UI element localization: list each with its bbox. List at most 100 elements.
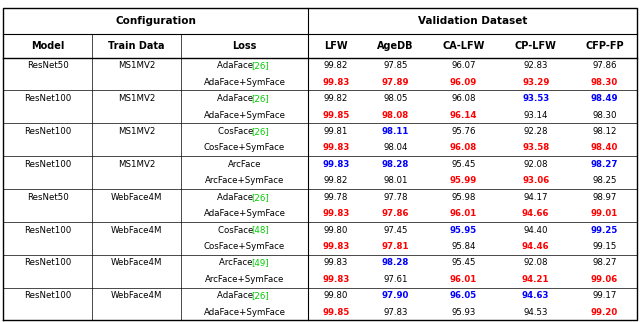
Text: CA-LFW: CA-LFW	[442, 41, 484, 51]
Text: 95.76: 95.76	[451, 127, 476, 136]
Text: 99.85: 99.85	[322, 111, 349, 119]
Text: 99.80: 99.80	[324, 226, 348, 234]
Text: CP-LFW: CP-LFW	[515, 41, 557, 51]
Text: 96.08: 96.08	[450, 144, 477, 152]
Text: 93.29: 93.29	[522, 78, 549, 87]
Text: 98.40: 98.40	[591, 144, 618, 152]
Text: 97.85: 97.85	[383, 62, 408, 70]
Text: ResNet50: ResNet50	[27, 193, 68, 202]
Text: 97.45: 97.45	[383, 226, 408, 234]
Text: AdaFace+SymFace: AdaFace+SymFace	[204, 308, 285, 317]
Text: 99.80: 99.80	[324, 291, 348, 300]
Text: CFP-FP: CFP-FP	[585, 41, 623, 51]
Text: 96.01: 96.01	[450, 275, 477, 284]
Text: 99.20: 99.20	[591, 308, 618, 317]
Text: MS1MV2: MS1MV2	[118, 94, 156, 103]
Text: 96.01: 96.01	[450, 209, 477, 218]
Text: 97.90: 97.90	[381, 291, 409, 300]
Text: 92.28: 92.28	[524, 127, 548, 136]
Text: 93.06: 93.06	[522, 176, 549, 185]
Text: 94.17: 94.17	[524, 193, 548, 202]
Text: 96.07: 96.07	[451, 62, 476, 70]
Text: 96.05: 96.05	[450, 291, 477, 300]
Text: CosFace: CosFace	[218, 226, 256, 234]
Text: 96.08: 96.08	[451, 94, 476, 103]
Text: 99.83: 99.83	[322, 160, 349, 169]
Text: 99.83: 99.83	[324, 259, 348, 267]
Text: 94.66: 94.66	[522, 209, 550, 218]
Text: ArcFace+SymFace: ArcFace+SymFace	[205, 176, 284, 185]
Text: WebFace4M: WebFace4M	[111, 193, 163, 202]
Text: 99.06: 99.06	[591, 275, 618, 284]
Text: 95.45: 95.45	[451, 259, 476, 267]
Text: 98.25: 98.25	[592, 176, 616, 185]
Text: 98.30: 98.30	[592, 111, 616, 119]
Text: CosFace: CosFace	[218, 127, 256, 136]
Text: LFW: LFW	[324, 41, 348, 51]
Text: AdaFace+SymFace: AdaFace+SymFace	[204, 78, 285, 87]
Text: MS1MV2: MS1MV2	[118, 160, 156, 169]
Text: 97.89: 97.89	[381, 78, 409, 87]
Text: 95.84: 95.84	[451, 242, 476, 251]
Text: AdaFace+SymFace: AdaFace+SymFace	[204, 209, 285, 218]
Text: 93.53: 93.53	[522, 94, 549, 103]
Text: AdaFace+SymFace: AdaFace+SymFace	[204, 111, 285, 119]
Text: [26]: [26]	[251, 62, 269, 70]
Text: 99.83: 99.83	[322, 209, 349, 218]
Text: 99.25: 99.25	[591, 226, 618, 234]
Text: 93.58: 93.58	[522, 144, 549, 152]
Text: 98.08: 98.08	[382, 111, 409, 119]
Text: 99.83: 99.83	[322, 242, 349, 251]
Text: AdaFace: AdaFace	[218, 193, 257, 202]
Text: MS1MV2: MS1MV2	[118, 62, 156, 70]
Text: 94.40: 94.40	[524, 226, 548, 234]
Text: 99.83: 99.83	[322, 144, 349, 152]
Text: 95.99: 95.99	[450, 176, 477, 185]
Text: 92.08: 92.08	[524, 259, 548, 267]
Text: 98.49: 98.49	[591, 94, 618, 103]
Text: 98.11: 98.11	[381, 127, 409, 136]
Text: 97.86: 97.86	[381, 209, 409, 218]
Text: AdaFace: AdaFace	[218, 62, 257, 70]
Text: 98.27: 98.27	[591, 160, 618, 169]
Text: 95.98: 95.98	[451, 193, 476, 202]
Text: [26]: [26]	[251, 127, 269, 136]
Text: Loss: Loss	[232, 41, 257, 51]
Text: 95.93: 95.93	[451, 308, 476, 317]
Text: 99.82: 99.82	[324, 62, 348, 70]
Text: 99.17: 99.17	[592, 291, 616, 300]
Text: 99.82: 99.82	[324, 176, 348, 185]
Text: ArcFace+SymFace: ArcFace+SymFace	[205, 275, 284, 284]
Text: 98.30: 98.30	[591, 78, 618, 87]
Text: [26]: [26]	[251, 291, 269, 300]
Text: [48]: [48]	[251, 226, 269, 234]
Text: 98.97: 98.97	[592, 193, 616, 202]
Text: MS1MV2: MS1MV2	[118, 127, 156, 136]
Text: 92.83: 92.83	[524, 62, 548, 70]
Text: 99.83: 99.83	[322, 275, 349, 284]
Text: ResNet100: ResNet100	[24, 160, 71, 169]
Text: 99.15: 99.15	[592, 242, 616, 251]
Text: 98.12: 98.12	[592, 127, 616, 136]
Text: 97.83: 97.83	[383, 308, 408, 317]
Text: CosFace+SymFace: CosFace+SymFace	[204, 242, 285, 251]
Text: 99.81: 99.81	[324, 127, 348, 136]
Text: 97.61: 97.61	[383, 275, 408, 284]
Text: [26]: [26]	[251, 94, 269, 103]
Text: 98.01: 98.01	[383, 176, 408, 185]
Text: ArcFace: ArcFace	[228, 160, 261, 169]
Text: 97.81: 97.81	[381, 242, 409, 251]
Text: WebFace4M: WebFace4M	[111, 226, 163, 234]
Text: 99.78: 99.78	[324, 193, 348, 202]
Text: ResNet50: ResNet50	[27, 62, 68, 70]
Text: WebFace4M: WebFace4M	[111, 259, 163, 267]
Text: ResNet100: ResNet100	[24, 259, 71, 267]
Text: 98.05: 98.05	[383, 94, 408, 103]
Text: AdaFace: AdaFace	[218, 291, 257, 300]
Text: 96.14: 96.14	[449, 111, 477, 119]
Text: 96.09: 96.09	[450, 78, 477, 87]
Text: [49]: [49]	[251, 259, 269, 267]
Text: [26]: [26]	[251, 193, 269, 202]
Text: 99.01: 99.01	[591, 209, 618, 218]
Text: 94.46: 94.46	[522, 242, 550, 251]
